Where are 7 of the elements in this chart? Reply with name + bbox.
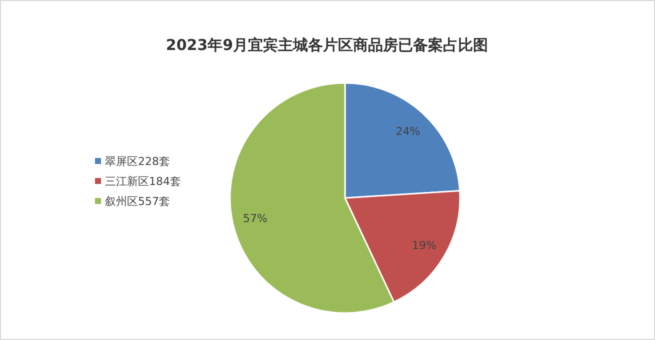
data-label: 57% bbox=[242, 212, 268, 226]
legend-label: 翠屏区228套 bbox=[105, 155, 170, 168]
chart-title: 2023年9月宜宾主城各片区商品房已备案占比图 bbox=[166, 36, 488, 54]
legend-label: 叙州区557套 bbox=[105, 195, 170, 208]
data-label: 24% bbox=[396, 124, 420, 138]
legend-label: 三江新区184套 bbox=[105, 175, 181, 188]
data-label: 19% bbox=[412, 238, 436, 252]
